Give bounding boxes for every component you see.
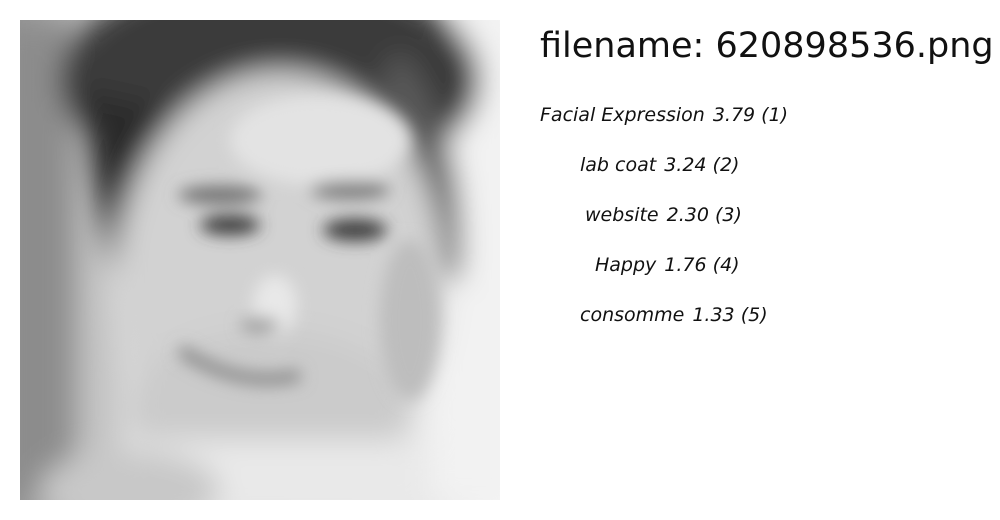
prediction-rank: (5)	[740, 304, 768, 326]
prediction-rank: (3)	[714, 204, 742, 226]
face-photo-image	[20, 20, 500, 500]
prediction-label: consomme	[580, 304, 685, 326]
prediction-row: consomme 1.33 (5)	[580, 303, 768, 327]
prediction-row: lab coat 3.24 (2)	[580, 153, 739, 177]
prediction-score: 3.24	[664, 154, 707, 176]
face-photo	[20, 20, 500, 500]
filename-title: filename: 620898536.png	[540, 26, 994, 66]
prediction-label: website	[585, 204, 659, 226]
prediction-label: Happy	[595, 254, 657, 276]
prediction-score: 1.76	[664, 254, 707, 276]
prediction-label: Facial Expression	[540, 104, 705, 126]
prediction-rank: (4)	[712, 254, 740, 276]
prediction-label: lab coat	[580, 154, 657, 176]
prediction-row: website 2.30 (3)	[585, 203, 742, 227]
prediction-score: 1.33	[692, 304, 735, 326]
prediction-list: Facial Expression 3.79 (1) lab coat 3.24 (…	[540, 0, 980, 520]
prediction-row: Happy 1.76 (4)	[595, 253, 740, 277]
prediction-rank: (2)	[712, 154, 740, 176]
prediction-rank: (1)	[761, 104, 789, 126]
prediction-score: 2.30	[666, 204, 709, 226]
prediction-row: Facial Expression 3.79 (1)	[540, 103, 788, 127]
prediction-score: 3.79	[712, 104, 756, 126]
